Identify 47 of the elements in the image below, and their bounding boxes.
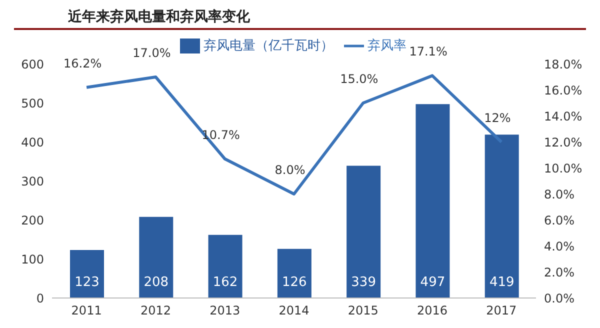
y2-tick-label: 12.0% (544, 135, 582, 150)
bar (70, 250, 104, 298)
data-label: 497 (420, 275, 446, 290)
y2-tick-label: 4.0% (544, 239, 574, 254)
x-tick-label: 2011 (71, 304, 102, 318)
data-label: 12% (484, 111, 511, 125)
y2-tick-label: 2.0% (544, 265, 574, 280)
bar (139, 216, 174, 298)
y-tick-label: 100 (21, 252, 44, 266)
x-tick-label: 2014 (278, 304, 310, 318)
bar (208, 234, 242, 298)
x-tick-label: 2013 (210, 304, 240, 318)
legend-label: 弃风电量（亿千瓦时） (204, 38, 334, 54)
y-tick-label: 400 (21, 135, 44, 150)
y-tick-label: 200 (21, 213, 44, 228)
data-label: 162 (212, 275, 238, 290)
y-tick-label: 0 (36, 291, 44, 306)
y2-tick-label: 10.0% (544, 161, 582, 176)
y-tick-label: 300 (21, 174, 44, 188)
x-tick-label: 2016 (417, 304, 448, 318)
data-label: 208 (144, 275, 169, 290)
y2-tick-label: 6.0% (544, 213, 574, 228)
data-label: 339 (351, 275, 376, 290)
data-label: 123 (74, 275, 100, 290)
bar (484, 134, 519, 298)
bar (416, 104, 450, 298)
data-label: 17.1% (409, 44, 448, 59)
bar (277, 248, 312, 298)
y2-tick-label: 0.0% (544, 291, 574, 306)
data-label: 126 (282, 275, 307, 290)
x-tick-label: 2015 (348, 304, 378, 318)
y2-tick-label: 18.0% (544, 57, 582, 72)
data-label: 419 (489, 275, 514, 290)
data-label: 16.2% (64, 56, 102, 70)
bar (346, 166, 381, 298)
chart-title: 近年来弃风电量和弃风率变化 (67, 8, 251, 27)
data-label: 8.0% (274, 163, 306, 177)
y2-tick-label: 14.0% (544, 109, 582, 124)
y-tick-label: 600 (21, 57, 44, 72)
x-tick-label: 2012 (140, 304, 171, 318)
legend-label: 弃风率 (368, 38, 406, 54)
data-label: 15.0% (340, 72, 378, 86)
y-tick-label: 500 (21, 96, 44, 110)
y2-tick-label: 16.0% (544, 83, 582, 98)
y2-tick-label: 8.0% (544, 187, 574, 202)
x-tick-label: 2017 (486, 304, 517, 318)
data-label: 17.0% (132, 46, 171, 60)
